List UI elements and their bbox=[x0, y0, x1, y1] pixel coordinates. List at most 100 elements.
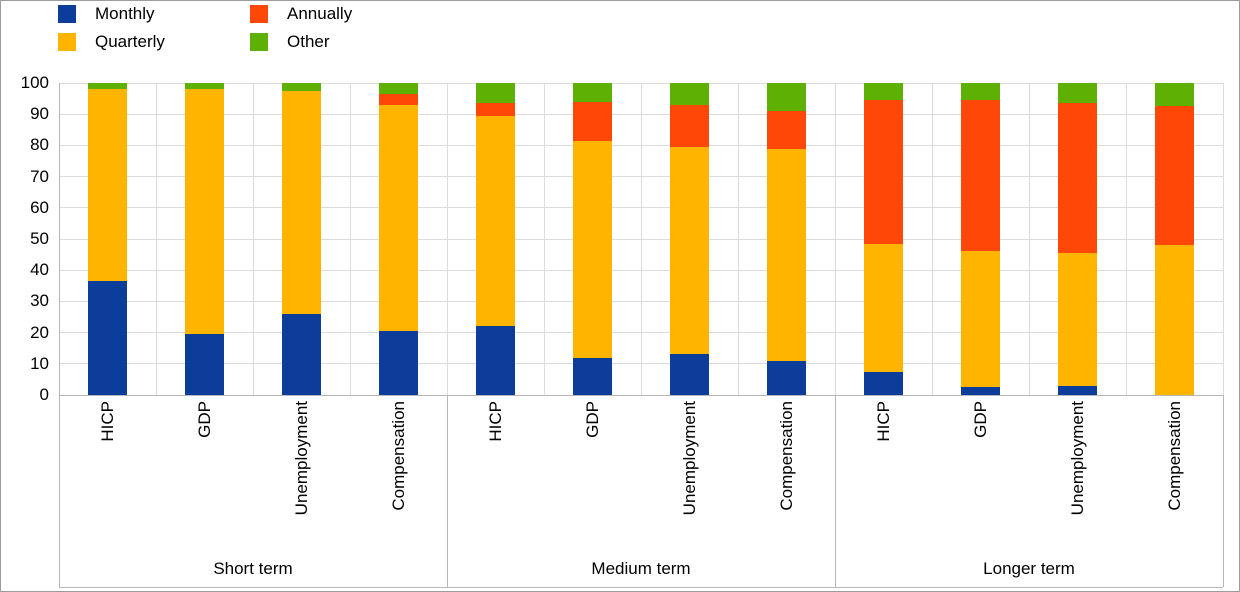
category-label: Compensation bbox=[776, 401, 796, 511]
y-axis-tick-label: 30 bbox=[30, 291, 49, 311]
bar-segment-other bbox=[1058, 83, 1097, 104]
bar-segment-annually bbox=[379, 93, 418, 105]
category-label-cell: Unemployment bbox=[253, 401, 350, 548]
category-label: GDP bbox=[970, 401, 990, 438]
group-label: Longer term bbox=[983, 559, 1075, 578]
y-axis-tick-label: 80 bbox=[30, 135, 49, 155]
category-label-cell: HICP bbox=[835, 401, 932, 548]
bar-segment-other bbox=[864, 83, 903, 101]
gridline-vertical bbox=[447, 83, 448, 395]
legend-item-quarterly: Quarterly bbox=[58, 32, 165, 52]
bar-segment-other bbox=[282, 83, 321, 91]
gridline-vertical bbox=[641, 83, 642, 395]
category-label-cell: HICP bbox=[447, 401, 544, 548]
bar-segment-other bbox=[1155, 83, 1194, 107]
legend-swatch-icon bbox=[58, 33, 76, 51]
legend-item-monthly: Monthly bbox=[58, 4, 155, 24]
bar-segment-quarterly bbox=[573, 140, 612, 358]
bar-segment-monthly bbox=[670, 354, 709, 395]
category-label-cell: Compensation bbox=[350, 401, 447, 548]
legend-label: Monthly bbox=[95, 4, 155, 23]
bar-segment-other bbox=[379, 83, 418, 94]
bar-segment-quarterly bbox=[88, 89, 127, 282]
bar-segment-annually bbox=[961, 100, 1000, 252]
bar-segment-annually bbox=[1155, 106, 1194, 246]
group-divider-line bbox=[835, 395, 836, 587]
category-label-cell: Compensation bbox=[1126, 401, 1223, 548]
group-divider-line bbox=[447, 395, 448, 587]
category-label-cell: GDP bbox=[932, 401, 1029, 548]
bar-segment-other bbox=[476, 83, 515, 104]
bar-segment-other bbox=[88, 83, 127, 90]
gridline-vertical bbox=[544, 83, 545, 395]
category-label: HICP bbox=[97, 401, 117, 442]
y-axis-tick-label: 10 bbox=[30, 353, 49, 373]
y-axis-tick-label: 70 bbox=[30, 166, 49, 186]
bar-segment-monthly bbox=[379, 331, 418, 395]
legend-item-other: Other bbox=[250, 32, 330, 52]
bar-segment-other bbox=[573, 83, 612, 102]
category-label: HICP bbox=[873, 401, 893, 442]
y-axis-tick-label: 100 bbox=[20, 73, 49, 92]
gridline-vertical bbox=[1223, 83, 1224, 395]
group-label: Medium term bbox=[591, 559, 691, 578]
legend-swatch-icon bbox=[250, 5, 268, 23]
bar-segment-annually bbox=[1058, 103, 1097, 254]
bar-segment-quarterly bbox=[1058, 253, 1097, 386]
x-axis-line bbox=[59, 395, 1223, 396]
group-divider-line bbox=[59, 395, 60, 587]
legend-swatch-icon bbox=[250, 33, 268, 51]
bar-segment-monthly bbox=[476, 326, 515, 395]
bar-segment-quarterly bbox=[185, 89, 224, 335]
bar-segment-other bbox=[961, 83, 1000, 101]
y-axis-tick-label: 0 bbox=[39, 385, 49, 404]
bar-segment-monthly bbox=[282, 313, 321, 395]
y-axis-tick-label: 50 bbox=[30, 229, 49, 248]
bar-segment-quarterly bbox=[282, 90, 321, 314]
gridline-vertical bbox=[932, 83, 933, 395]
bar-segment-other bbox=[670, 83, 709, 105]
category-label-cell: Unemployment bbox=[641, 401, 738, 548]
gridline-vertical bbox=[1029, 83, 1030, 395]
bar-segment-annually bbox=[476, 103, 515, 116]
gridline-vertical bbox=[350, 83, 351, 395]
legend-label: Quarterly bbox=[95, 32, 165, 51]
bar-segment-quarterly bbox=[1155, 245, 1194, 395]
gridline-vertical bbox=[253, 83, 254, 395]
category-label: Unemployment bbox=[291, 401, 311, 516]
bar-segment-quarterly bbox=[767, 148, 806, 361]
category-label: Unemployment bbox=[679, 401, 699, 516]
gridline-vertical bbox=[835, 83, 836, 395]
bar-segment-quarterly bbox=[670, 146, 709, 355]
gridline-vertical bbox=[156, 83, 157, 395]
bar-segment-monthly bbox=[767, 360, 806, 395]
bar-segment-quarterly bbox=[864, 243, 903, 372]
bar-segment-annually bbox=[864, 100, 903, 244]
bar-segment-monthly bbox=[573, 357, 612, 395]
bar-segment-monthly bbox=[864, 371, 903, 395]
bar-segment-quarterly bbox=[476, 115, 515, 327]
category-label-cell: GDP bbox=[544, 401, 641, 548]
y-axis-tick-label: 90 bbox=[30, 104, 49, 124]
bar-segment-monthly bbox=[88, 281, 127, 395]
category-label: GDP bbox=[582, 401, 602, 438]
category-label: GDP bbox=[194, 401, 214, 438]
group-divider-line bbox=[1223, 395, 1224, 587]
bar-segment-annually bbox=[573, 101, 612, 141]
category-label: Compensation bbox=[1164, 401, 1184, 511]
category-label-cell: HICP bbox=[59, 401, 156, 548]
category-label: HICP bbox=[485, 401, 505, 442]
category-label: Compensation bbox=[388, 401, 408, 511]
bar-segment-quarterly bbox=[379, 104, 418, 332]
category-label-cell: GDP bbox=[156, 401, 253, 548]
legend-swatch-icon bbox=[58, 5, 76, 23]
bar-segment-monthly bbox=[1058, 385, 1097, 395]
y-axis-tick-label: 60 bbox=[30, 197, 49, 217]
bar-segment-monthly bbox=[185, 334, 224, 395]
y-axis-tick-label: 40 bbox=[30, 260, 49, 280]
category-label-cell: Unemployment bbox=[1029, 401, 1126, 548]
label-area-bottom-line bbox=[59, 587, 1223, 588]
bar-segment-other bbox=[185, 83, 224, 90]
legend-label: Annually bbox=[287, 4, 353, 23]
